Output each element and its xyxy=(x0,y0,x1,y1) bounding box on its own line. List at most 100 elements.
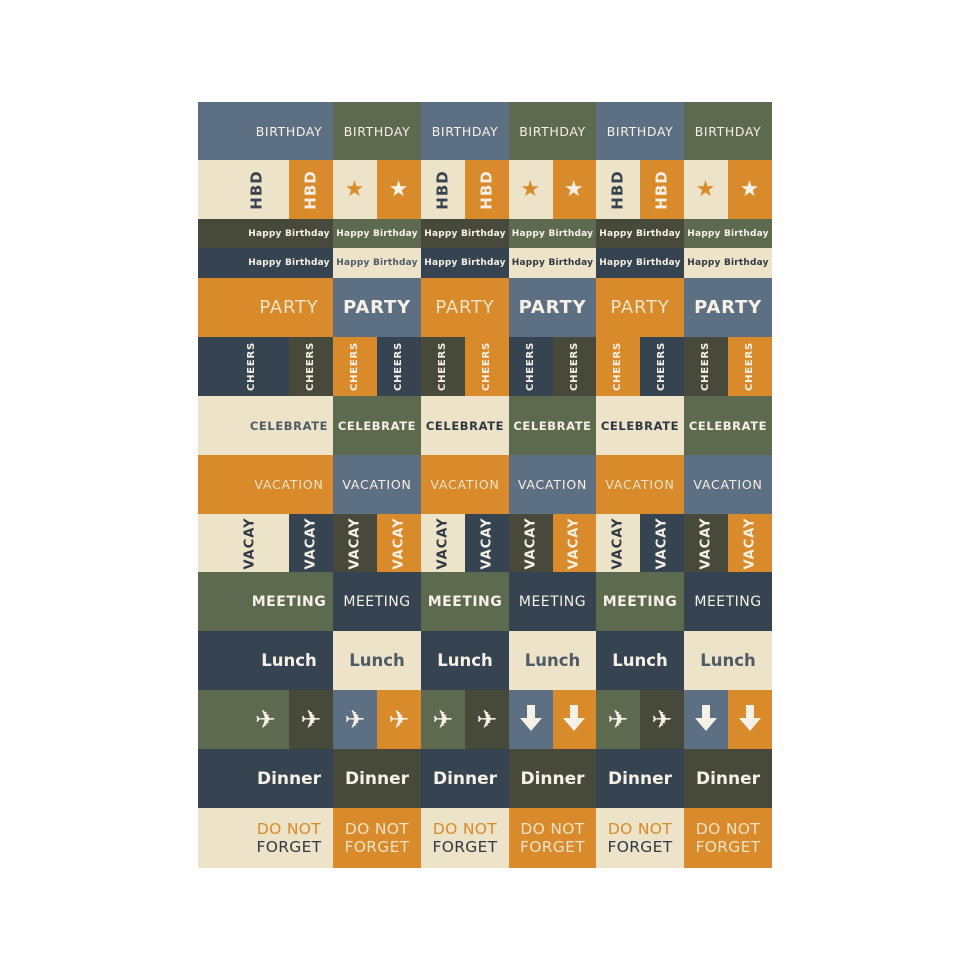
sticker-dinner[interactable]: Dinner xyxy=(509,749,596,808)
sticker-vacay[interactable]: VACAY xyxy=(596,514,640,572)
sticker-star[interactable]: ★ xyxy=(333,160,377,219)
sticker-cheers[interactable]: CHEERS xyxy=(684,337,728,396)
sticker-vacation[interactable]: VACATION xyxy=(421,455,509,514)
sticker-birthday[interactable]: BIRTHDAY xyxy=(684,102,772,160)
sticker-birthday[interactable]: BIRTHDAY xyxy=(333,102,421,160)
sticker-vacay[interactable]: VACAY xyxy=(333,514,377,572)
sticker-party[interactable]: PARTY xyxy=(333,278,421,337)
sticker-vacay[interactable]: VACAY xyxy=(377,514,421,572)
sticker-hbd[interactable]: HBD xyxy=(596,160,640,219)
sticker-vacation[interactable]: VACATION xyxy=(509,455,596,514)
sticker-happy-birthday[interactable]: Happy Birthday xyxy=(509,219,596,248)
sticker-happy-birthday[interactable]: Happy Birthday xyxy=(509,248,596,278)
sticker-cheers[interactable]: CHEERS xyxy=(465,337,509,396)
sticker-party[interactable]: PARTY xyxy=(198,278,333,337)
sticker-hbd[interactable]: HBD xyxy=(640,160,684,219)
sticker-birthday[interactable]: BIRTHDAY xyxy=(509,102,596,160)
sticker-vacay[interactable]: VACAY xyxy=(684,514,728,572)
sticker-star[interactable]: ★ xyxy=(552,160,596,219)
sticker-airplane[interactable]: ✈ xyxy=(640,690,684,749)
sticker-happy-birthday[interactable]: Happy Birthday xyxy=(421,219,509,248)
sticker-meeting[interactable]: MEETING xyxy=(509,572,596,631)
sticker-cheers[interactable]: CHEERS xyxy=(377,337,421,396)
sticker-cheers[interactable]: CHEERS xyxy=(198,337,289,396)
sticker-meeting[interactable]: MEETING xyxy=(596,572,684,631)
sticker-birthday[interactable]: BIRTHDAY xyxy=(596,102,684,160)
sticker-party[interactable]: PARTY xyxy=(509,278,596,337)
sticker-dinner[interactable]: Dinner xyxy=(333,749,421,808)
sticker-vacation[interactable]: VACATION xyxy=(333,455,421,514)
sticker-do-not-forget[interactable]: DO NOT FORGET xyxy=(198,808,333,868)
sticker-hbd[interactable]: HBD xyxy=(465,160,509,219)
sticker-meeting[interactable]: MEETING xyxy=(198,572,333,631)
sticker-cheers[interactable]: CHEERS xyxy=(289,337,333,396)
sticker-celebrate[interactable]: CELEBRATE xyxy=(684,396,772,455)
sticker-vacay[interactable]: VACAY xyxy=(728,514,772,572)
sticker-happy-birthday[interactable]: Happy Birthday xyxy=(333,248,421,278)
sticker-happy-birthday[interactable]: Happy Birthday xyxy=(596,219,684,248)
sticker-vacay[interactable]: VACAY xyxy=(640,514,684,572)
sticker-happy-birthday[interactable]: Happy Birthday xyxy=(198,219,333,248)
sticker-airplane[interactable]: ✈ xyxy=(377,690,421,749)
sticker-airplane[interactable]: ✈ xyxy=(596,690,640,749)
sticker-vacation[interactable]: VACATION xyxy=(596,455,684,514)
sticker-airplane[interactable]: ✈ xyxy=(465,690,509,749)
sticker-dinner[interactable]: Dinner xyxy=(198,749,333,808)
sticker-happy-birthday[interactable]: Happy Birthday xyxy=(684,248,772,278)
sticker-arrow-down[interactable] xyxy=(684,690,728,749)
sticker-birthday[interactable]: BIRTHDAY xyxy=(198,102,333,160)
sticker-star[interactable]: ★ xyxy=(377,160,421,219)
sticker-cheers[interactable]: CHEERS xyxy=(421,337,465,396)
sticker-celebrate[interactable]: CELEBRATE xyxy=(596,396,684,455)
sticker-star[interactable]: ★ xyxy=(684,160,728,219)
sticker-lunch[interactable]: Lunch xyxy=(596,631,684,690)
sticker-star[interactable]: ★ xyxy=(728,160,772,219)
sticker-happy-birthday[interactable]: Happy Birthday xyxy=(333,219,421,248)
sticker-lunch[interactable]: Lunch xyxy=(198,631,333,690)
sticker-dinner[interactable]: Dinner xyxy=(684,749,772,808)
sticker-cheers[interactable]: CHEERS xyxy=(728,337,772,396)
sticker-vacation[interactable]: VACATION xyxy=(684,455,772,514)
sticker-celebrate[interactable]: CELEBRATE xyxy=(198,396,333,455)
sticker-hbd[interactable]: HBD xyxy=(421,160,465,219)
sticker-dinner[interactable]: Dinner xyxy=(596,749,684,808)
sticker-arrow-down[interactable] xyxy=(728,690,772,749)
sticker-happy-birthday[interactable]: Happy Birthday xyxy=(596,248,684,278)
sticker-birthday[interactable]: BIRTHDAY xyxy=(421,102,509,160)
sticker-do-not-forget[interactable]: DO NOT FORGET xyxy=(684,808,772,868)
sticker-dinner[interactable]: Dinner xyxy=(421,749,509,808)
sticker-airplane[interactable]: ✈ xyxy=(333,690,377,749)
sticker-happy-birthday[interactable]: Happy Birthday xyxy=(684,219,772,248)
sticker-vacation[interactable]: VACATION xyxy=(198,455,333,514)
sticker-lunch[interactable]: Lunch xyxy=(509,631,596,690)
sticker-party[interactable]: PARTY xyxy=(421,278,509,337)
sticker-cheers[interactable]: CHEERS xyxy=(640,337,684,396)
sticker-celebrate[interactable]: CELEBRATE xyxy=(509,396,596,455)
sticker-lunch[interactable]: Lunch xyxy=(684,631,772,690)
sticker-lunch[interactable]: Lunch xyxy=(333,631,421,690)
sticker-meeting[interactable]: MEETING xyxy=(333,572,421,631)
sticker-happy-birthday[interactable]: Happy Birthday xyxy=(198,248,333,278)
sticker-party[interactable]: PARTY xyxy=(684,278,772,337)
sticker-do-not-forget[interactable]: DO NOT FORGET xyxy=(596,808,684,868)
sticker-do-not-forget[interactable]: DO NOT FORGET xyxy=(333,808,421,868)
sticker-vacay[interactable]: VACAY xyxy=(198,514,289,572)
sticker-airplane[interactable]: ✈ xyxy=(198,690,289,749)
sticker-vacay[interactable]: VACAY xyxy=(289,514,333,572)
sticker-meeting[interactable]: MEETING xyxy=(421,572,509,631)
sticker-airplane[interactable]: ✈ xyxy=(289,690,333,749)
sticker-vacay[interactable]: VACAY xyxy=(552,514,596,572)
sticker-celebrate[interactable]: CELEBRATE xyxy=(421,396,509,455)
sticker-meeting[interactable]: MEETING xyxy=(684,572,772,631)
sticker-do-not-forget[interactable]: DO NOT FORGET xyxy=(509,808,596,868)
sticker-cheers[interactable]: CHEERS xyxy=(552,337,596,396)
sticker-celebrate[interactable]: CELEBRATE xyxy=(333,396,421,455)
sticker-party[interactable]: PARTY xyxy=(596,278,684,337)
sticker-lunch[interactable]: Lunch xyxy=(421,631,509,690)
sticker-star[interactable]: ★ xyxy=(509,160,553,219)
sticker-cheers[interactable]: CHEERS xyxy=(596,337,640,396)
sticker-airplane[interactable]: ✈ xyxy=(421,690,465,749)
sticker-cheers[interactable]: CHEERS xyxy=(509,337,553,396)
sticker-arrow-down[interactable] xyxy=(509,690,553,749)
sticker-cheers[interactable]: CHEERS xyxy=(333,337,377,396)
